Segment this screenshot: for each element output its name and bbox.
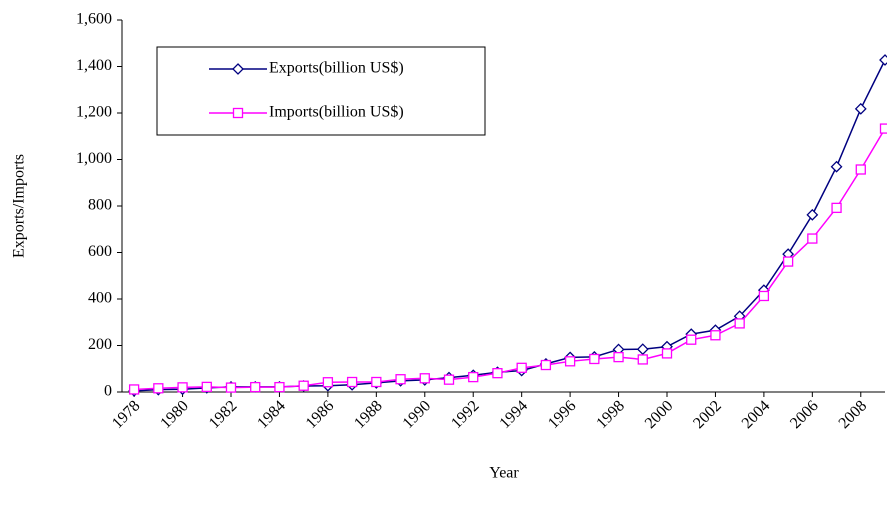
y-tick-label: 0 xyxy=(104,383,112,400)
point xyxy=(177,382,188,393)
x-axis-title: Year xyxy=(489,465,519,482)
point xyxy=(807,233,818,244)
point xyxy=(128,384,140,395)
legend-box xyxy=(156,46,486,136)
point xyxy=(686,334,697,345)
x-tick-label: 1994 xyxy=(496,397,531,432)
point xyxy=(782,256,794,267)
x-tick-label: 1982 xyxy=(206,397,241,432)
y-tick-label: 1,200 xyxy=(76,104,112,121)
x-tick-label: 1996 xyxy=(545,397,580,432)
point xyxy=(564,356,576,367)
point xyxy=(636,343,649,356)
point xyxy=(830,160,843,173)
legend-label: Exports(billion US$) xyxy=(269,60,404,77)
point xyxy=(661,348,673,359)
point xyxy=(153,383,164,394)
point xyxy=(613,351,624,363)
point xyxy=(274,381,285,393)
x-tick-label: 1992 xyxy=(448,397,483,432)
point xyxy=(806,208,819,221)
x-tick-label: 2000 xyxy=(642,397,677,432)
point xyxy=(346,376,358,388)
x-tick-label: 1998 xyxy=(593,397,628,432)
point xyxy=(322,377,334,388)
legend-label: Imports(billion US$) xyxy=(269,104,404,121)
point xyxy=(589,353,600,365)
y-tick-label: 600 xyxy=(88,243,112,260)
x-tick-label: 2008 xyxy=(836,397,871,432)
point xyxy=(831,202,842,214)
y-tick-label: 1,600 xyxy=(76,11,112,28)
point xyxy=(854,102,867,115)
point xyxy=(710,330,721,341)
y-tick-label: 400 xyxy=(88,290,112,307)
point xyxy=(419,373,430,384)
x-tick-label: 2002 xyxy=(690,397,725,432)
point xyxy=(443,374,455,385)
point xyxy=(201,381,212,393)
point xyxy=(371,376,382,388)
y-axis-title: Exports/Imports xyxy=(11,154,28,258)
x-tick-label: 2006 xyxy=(787,397,822,432)
y-tick-label: 800 xyxy=(88,197,112,214)
x-tick-label: 1978 xyxy=(109,397,144,432)
legend-marker xyxy=(232,107,244,119)
point xyxy=(879,54,887,66)
point xyxy=(225,382,237,393)
series-line xyxy=(134,128,886,391)
x-tick-label: 1986 xyxy=(303,397,338,432)
point xyxy=(298,380,309,391)
x-tick-label: 2004 xyxy=(739,397,774,432)
y-tick-label: 1,000 xyxy=(76,150,112,167)
point xyxy=(468,371,479,383)
point xyxy=(855,164,866,175)
legend-marker xyxy=(232,63,244,75)
point xyxy=(540,359,552,371)
point xyxy=(637,354,648,365)
y-tick-label: 1,400 xyxy=(76,57,112,74)
point xyxy=(734,318,745,329)
x-tick-label: 1988 xyxy=(351,397,386,432)
point xyxy=(516,362,527,373)
point xyxy=(250,381,261,393)
point xyxy=(758,290,770,302)
x-tick-label: 1984 xyxy=(254,397,289,432)
y-tick-label: 200 xyxy=(88,336,112,353)
point xyxy=(492,368,503,379)
x-tick-label: 1990 xyxy=(400,397,435,432)
point xyxy=(879,123,887,134)
point xyxy=(395,374,406,385)
x-tick-label: 1980 xyxy=(157,397,192,432)
